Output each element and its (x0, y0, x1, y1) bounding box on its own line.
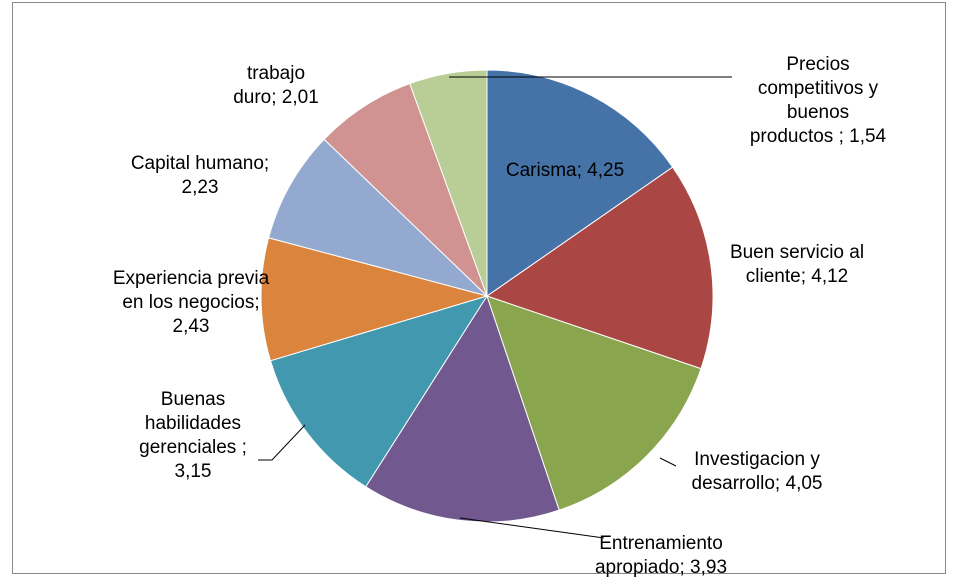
value-label: 3,15 (174, 461, 212, 482)
category-label: Precios competitivos y buenos productos … (749, 54, 879, 147)
pie-slice (486, 69, 674, 297)
category-label: Capital humano; (130, 153, 270, 174)
value-label: 4,25 (587, 160, 625, 181)
category-label: Entrenamiento apropiado; (594, 533, 723, 578)
leader-line (258, 424, 306, 461)
data-label: Precios competitivos y buenos productos … (743, 53, 893, 149)
pie-slice (365, 294, 560, 523)
category-label: Buen servicio al cliente; (729, 242, 865, 287)
pie-slice (486, 295, 702, 511)
value-label: 2,23 (181, 177, 219, 198)
value-label: 2,43 (172, 316, 210, 337)
value-label: 3,93 (690, 557, 728, 578)
pie-slice (267, 138, 489, 297)
data-label: Capital humano; 2,23 (125, 152, 275, 200)
leader-lines (258, 76, 732, 539)
category-label: trabajo duro; (233, 63, 306, 108)
category-label: Investigacion y desarrollo; (691, 449, 820, 494)
leader-line (659, 457, 677, 467)
category-label: Experiencia previa en los negocios; (112, 268, 270, 313)
data-label: Experiencia previa en los negocios; 2,43 (106, 267, 276, 339)
value-label: 4,12 (811, 266, 849, 287)
data-label: trabajo duro; 2,01 (231, 62, 321, 110)
leader-line (459, 517, 605, 539)
chart-frame (12, 2, 946, 574)
value-label: 2,01 (281, 87, 319, 108)
pie-slice (323, 82, 488, 297)
data-label: Investigacion y desarrollo; 4,05 (662, 448, 852, 496)
pie-slice (260, 237, 489, 362)
value-label: 4,05 (785, 473, 823, 494)
pie-slice (269, 295, 489, 488)
data-label: Buenas habilidades gerenciales ; 3,15 (128, 388, 258, 484)
data-label: Entrenamiento apropiado; 3,93 (566, 532, 756, 580)
pie-slice (485, 166, 714, 370)
category-label: Buenas habilidades gerenciales ; (139, 389, 247, 458)
value-label: 1,54 (849, 126, 887, 147)
category-label: Carisma; (505, 160, 582, 181)
data-label: Carisma; 4,25 (465, 159, 665, 183)
data-label: Buen servicio al cliente; 4,12 (702, 241, 892, 289)
